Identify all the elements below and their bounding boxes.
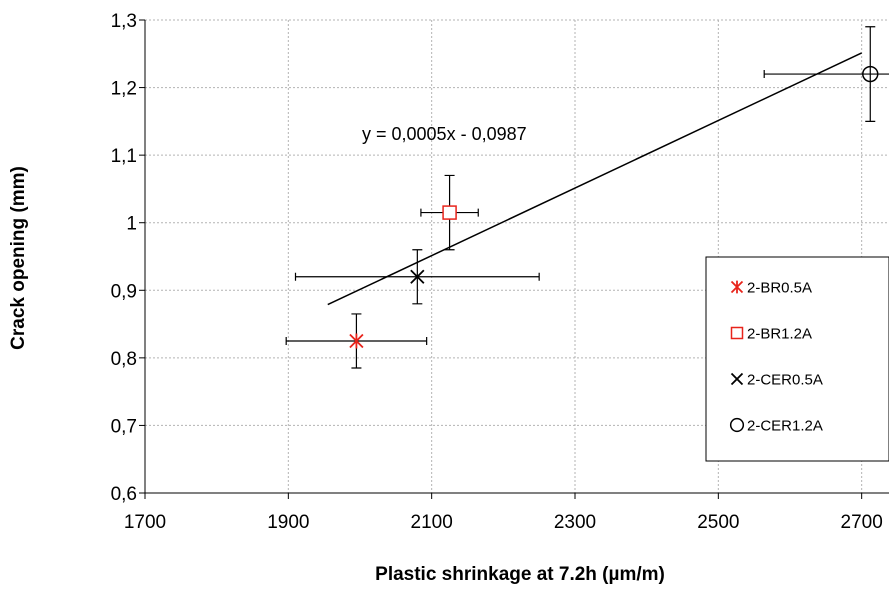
x-tick-label: 2100 — [411, 512, 453, 533]
legend-marker — [730, 280, 744, 294]
data-point-2-cer0-5a — [294, 249, 540, 305]
legend-marker — [730, 372, 744, 386]
y-tick-label: 0,8 — [111, 349, 137, 370]
data-point-2-br1-2a — [420, 174, 479, 251]
y-axis-title: Crack opening (mm) — [8, 166, 29, 350]
data-point-2-cer1-2a — [763, 26, 889, 122]
y-tick-label: 1,2 — [111, 79, 137, 100]
axes: 17001900210023002500270029000,60,70,80,9… — [111, 11, 889, 533]
x-tick-label: 1700 — [124, 512, 166, 533]
x-axis-title: Plastic shrinkage at 7.2h (µm/m) — [375, 564, 665, 585]
legend-marker — [729, 417, 745, 433]
y-tick-label: 1,3 — [111, 11, 137, 32]
data-point-marker — [862, 65, 879, 83]
data-point-marker — [410, 269, 425, 284]
y-tick-label: 1,1 — [111, 146, 137, 167]
legend-label: 2-CER0.5A — [747, 372, 823, 389]
x-tick-label: 2500 — [697, 512, 739, 533]
y-error-bar — [865, 26, 876, 122]
data-point-marker — [349, 333, 364, 349]
trendline-equation: y = 0,0005x - 0,0987 — [362, 124, 527, 144]
y-tick-label: 0,7 — [111, 416, 137, 437]
y-tick-label: 1 — [126, 214, 137, 235]
x-tick-label: 1900 — [267, 512, 309, 533]
legend-marker — [730, 326, 744, 340]
data-point-2-br0-5a — [285, 313, 428, 369]
data-points — [285, 26, 889, 369]
x-tick-label: 2300 — [554, 512, 596, 533]
y-tick-label: 0,6 — [111, 484, 137, 505]
legend-label: 2-BR0.5A — [747, 280, 812, 297]
data-point-marker — [442, 205, 457, 220]
legend-label: 2-BR1.2A — [747, 326, 812, 343]
legend-label: 2-CER1.2A — [747, 418, 823, 435]
legend: 2-BR0.5A 2-BR1.2A 2-CER0.5A 2-CER1.2A — [705, 256, 889, 462]
y-tick-label: 0,9 — [111, 281, 137, 302]
x-tick-label: 2700 — [841, 512, 883, 533]
